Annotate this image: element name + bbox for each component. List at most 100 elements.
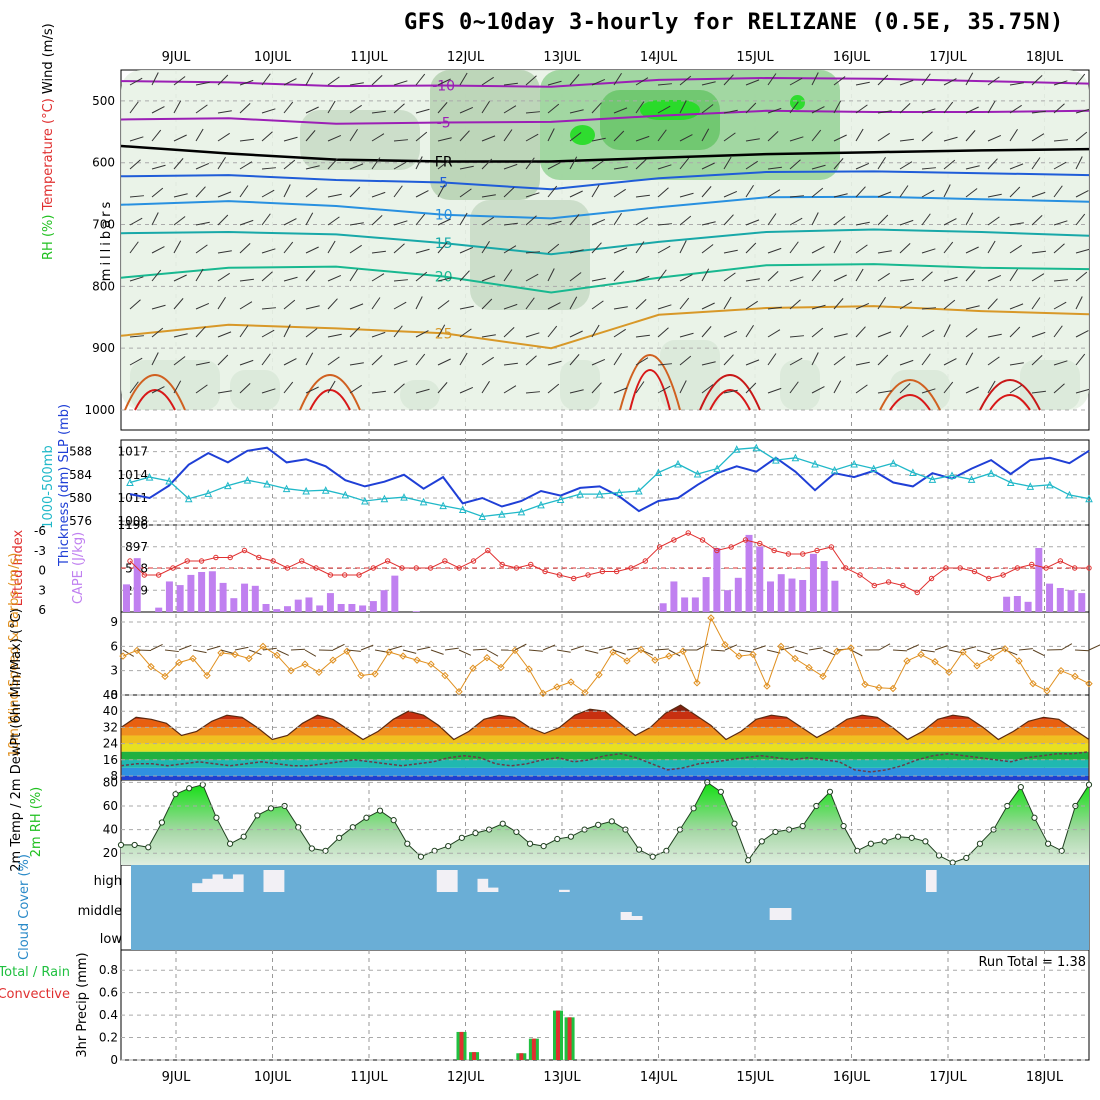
wind-barb (1009, 326, 1021, 338)
pressure-tick-label: 900 (92, 341, 115, 355)
wind-barb (723, 156, 732, 170)
rh-point (745, 857, 752, 864)
wind-barb (327, 193, 342, 198)
wind-barb (635, 217, 649, 226)
wind-barb (962, 646, 977, 651)
lifted-point (585, 572, 591, 578)
wind-barb (794, 649, 808, 655)
wind-barb (752, 645, 766, 651)
lifted-point (685, 530, 691, 536)
wind-barb (525, 192, 540, 198)
wind-barb (987, 240, 996, 254)
wind-barb (899, 359, 914, 366)
wind-barb (415, 271, 428, 282)
temp-tick-label: 16 (103, 753, 118, 767)
wind-barb (503, 303, 518, 310)
wind-barb (679, 215, 692, 226)
wind-barb (635, 275, 650, 282)
precip-bar-convective (567, 1017, 572, 1060)
wind-barb (459, 246, 474, 254)
wind-barb (855, 104, 868, 114)
thickness-tick-label: 588 (69, 445, 92, 459)
temp-bands (121, 705, 1089, 780)
wind-barb (921, 73, 931, 86)
rh-point (635, 846, 643, 853)
wind-barb (283, 381, 294, 394)
wind-barb (415, 108, 430, 114)
wind-barb (547, 80, 562, 86)
wind-barb (877, 331, 892, 338)
bottom-date-label: 12JUL (447, 1070, 485, 1085)
wind-tick-label: 0 (110, 688, 118, 702)
wind-barb (393, 80, 408, 86)
rh-point (772, 828, 779, 836)
wind-barb (217, 390, 232, 394)
wind-barb (164, 649, 179, 653)
temp-tick-label: 8 (110, 769, 118, 783)
wind-barb (283, 299, 296, 310)
wind-point (973, 662, 981, 670)
wind-point (497, 663, 505, 672)
lifted-point (914, 589, 920, 596)
wind-barb (547, 360, 562, 366)
wind-barb (569, 249, 584, 254)
wind-barb (458, 649, 472, 656)
isotherm-line (120, 228, 1090, 256)
wind-barb (987, 76, 1000, 86)
wind-barb (906, 644, 920, 651)
wind-barb (679, 274, 693, 282)
wind-barb (459, 352, 468, 366)
wind-point (287, 666, 295, 675)
wind-barb (129, 381, 139, 394)
wind-barb (899, 301, 913, 310)
cape-bar (305, 597, 313, 612)
cape-bar (756, 546, 764, 612)
wind-barb (679, 355, 692, 366)
wind-barb (877, 272, 890, 282)
cloud-cell (487, 887, 499, 892)
wind-barb (122, 649, 134, 657)
wind-barb (789, 335, 804, 338)
wind-barb (789, 381, 799, 394)
pressure-tick-label: 1000 (84, 403, 115, 417)
wind-barb (855, 244, 868, 254)
wind-barb (327, 380, 336, 394)
rh-point (363, 814, 370, 821)
wind-barb (542, 644, 556, 651)
wind-barb (129, 136, 144, 142)
wind-barb (283, 184, 291, 198)
wind-barb (701, 128, 710, 142)
wind-barb (855, 128, 864, 142)
wind-barb (723, 330, 738, 338)
wind-barb (833, 134, 847, 142)
wind-barb (1075, 353, 1086, 366)
wind-barb (701, 268, 710, 282)
wind-barb (415, 73, 426, 86)
wind-barb (833, 100, 842, 114)
wind-barb (195, 326, 206, 338)
wind-barb (626, 647, 641, 651)
wind-point (567, 678, 575, 686)
hot-isotherm (619, 354, 681, 411)
wind-barb (635, 77, 649, 86)
wind-barb (1075, 131, 1088, 142)
wind-barb (1009, 82, 1024, 86)
wind-barb (855, 268, 864, 282)
wind-barb (305, 130, 316, 142)
cloud-level-label: high (94, 874, 122, 889)
wind-barb (481, 100, 490, 114)
wind-barb (1031, 355, 1043, 366)
wind-barb (767, 213, 777, 226)
wind-barb (481, 194, 496, 198)
bottom-date-label: 17JUL (929, 1070, 967, 1085)
wind-barb (393, 103, 405, 114)
rh-point (186, 785, 193, 792)
wind-barb (481, 334, 496, 338)
lifted-point (127, 558, 133, 564)
wind-barb (1031, 297, 1041, 310)
wind-barb (934, 645, 948, 651)
wind-barb (437, 358, 451, 366)
wind-barb (173, 298, 184, 310)
rh-point (731, 820, 738, 827)
wind-barb (1053, 383, 1065, 394)
